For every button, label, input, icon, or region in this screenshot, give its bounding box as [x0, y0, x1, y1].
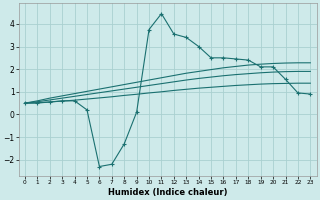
X-axis label: Humidex (Indice chaleur): Humidex (Indice chaleur) [108, 188, 228, 197]
